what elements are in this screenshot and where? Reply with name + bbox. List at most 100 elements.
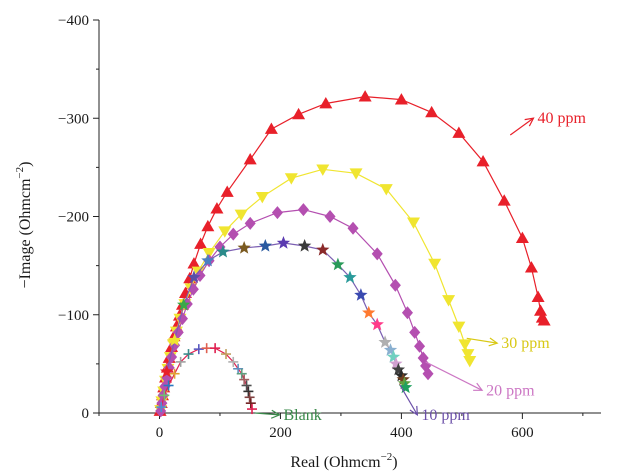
data-point: [236, 368, 247, 379]
data-point: [271, 206, 283, 220]
callout: Blank: [254, 407, 322, 424]
x-axis-title: Real (Ohmcm−2): [290, 451, 397, 471]
y-tick-label: −100: [58, 308, 89, 324]
data-point: [401, 306, 413, 320]
data-point: [354, 288, 368, 301]
x-tick-label: 0: [156, 425, 164, 441]
data-point: [193, 344, 204, 355]
data-point: [386, 350, 401, 363]
data-point: [177, 297, 191, 311]
data-point: [247, 404, 258, 415]
data-point: [394, 368, 409, 382]
data-point: [331, 257, 345, 271]
callout-label: 40 ppm: [537, 110, 586, 127]
data-point: [220, 185, 234, 197]
series-callouts: 40 ppm 30 ppm 20 ppm 10 ppm Blank: [254, 110, 586, 424]
data-point: [370, 317, 384, 331]
data-point: [218, 226, 232, 238]
callout-label: 30 ppm: [501, 335, 550, 352]
data-point: [371, 247, 383, 261]
data-point: [316, 242, 330, 256]
callout-arrow-line: [509, 117, 534, 136]
data-point: [156, 402, 167, 413]
data-point: [349, 168, 363, 180]
data-point: [458, 339, 472, 351]
data-point: [497, 194, 511, 206]
data-point: [409, 325, 421, 339]
data-point: [210, 343, 221, 354]
data-point: [201, 219, 215, 232]
callout-arrowhead: [473, 382, 484, 391]
callout: 10 ppm: [399, 385, 470, 424]
data-point: [187, 257, 201, 269]
data-point: [463, 356, 477, 368]
series-20-ppm: [155, 203, 434, 418]
y-tick-label: −300: [58, 111, 89, 127]
callout-arrow-line: [425, 361, 483, 391]
data-point: [428, 258, 442, 271]
data-point: [442, 295, 456, 307]
data-point: [537, 314, 551, 326]
data-point: [234, 209, 248, 222]
data-point: [216, 244, 230, 258]
data-point: [389, 356, 403, 370]
data-point: [347, 221, 359, 235]
data-point: [163, 361, 175, 375]
data-point: [228, 356, 239, 367]
data-point: [324, 210, 336, 223]
data-point: [244, 392, 255, 403]
data-point: [183, 349, 194, 360]
data-point: [245, 398, 256, 409]
data-point: [187, 270, 201, 284]
series-10-ppm: [160, 236, 413, 394]
x-axis-ticks: 0 200 400 600: [98, 413, 584, 441]
data-point: [255, 191, 269, 204]
data-point: [407, 217, 421, 229]
data-point: [476, 154, 490, 167]
callout-arrowhead: [409, 405, 419, 417]
data-point: [159, 379, 171, 393]
callout-arrowhead: [270, 409, 281, 419]
data-point: [194, 237, 208, 249]
data-point: [316, 164, 330, 176]
data-point: [515, 231, 529, 243]
data-point: [297, 238, 312, 252]
data-point: [201, 253, 215, 267]
data-point: [394, 93, 408, 105]
data-point: [163, 380, 174, 391]
data-point: [258, 238, 272, 252]
data-point: [461, 349, 475, 361]
y-tick-label: −400: [58, 13, 89, 29]
data-point: [167, 333, 182, 346]
callout-label: 20 ppm: [486, 382, 535, 399]
data-point: [362, 305, 376, 319]
data-point: [169, 368, 180, 379]
data-point: [389, 278, 401, 292]
data-point: [201, 343, 212, 354]
data-point: [524, 261, 538, 273]
data-point: [452, 321, 466, 334]
callout-label: Blank: [283, 407, 321, 424]
data-point: [243, 386, 254, 397]
data-point: [237, 240, 251, 254]
data-point: [397, 376, 412, 390]
data-point: [297, 203, 309, 217]
data-point: [210, 202, 224, 214]
data-point: [239, 374, 250, 385]
data-point: [244, 216, 256, 230]
callout-arrowhead: [488, 337, 499, 347]
x-tick-label: 600: [511, 425, 534, 441]
y-tick-label: −200: [58, 210, 89, 226]
callout: 40 ppm: [509, 110, 586, 136]
data-point: [202, 247, 216, 260]
data-point: [391, 362, 406, 376]
data-point: [379, 184, 393, 196]
y-tick-label: 0: [82, 406, 90, 422]
data-point: [422, 367, 434, 381]
data-point: [358, 90, 372, 102]
x-tick-label: 400: [390, 425, 413, 441]
data-point: [452, 126, 466, 138]
data-point: [221, 349, 232, 360]
data-point: [241, 380, 252, 391]
